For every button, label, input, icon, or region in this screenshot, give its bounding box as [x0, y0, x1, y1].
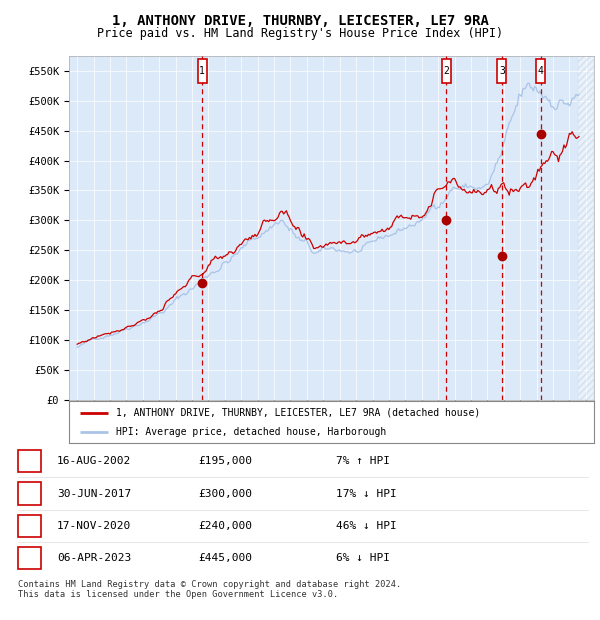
Text: Contains HM Land Registry data © Crown copyright and database right 2024.: Contains HM Land Registry data © Crown c…	[18, 580, 401, 589]
Text: 4: 4	[538, 66, 544, 76]
Text: 7% ↑ HPI: 7% ↑ HPI	[336, 456, 390, 466]
Text: 46% ↓ HPI: 46% ↓ HPI	[336, 521, 397, 531]
Text: 06-APR-2023: 06-APR-2023	[57, 553, 131, 563]
FancyBboxPatch shape	[536, 60, 545, 83]
Text: £195,000: £195,000	[198, 456, 252, 466]
Text: £300,000: £300,000	[198, 489, 252, 498]
Text: 6% ↓ HPI: 6% ↓ HPI	[336, 553, 390, 563]
Text: 16-AUG-2002: 16-AUG-2002	[57, 456, 131, 466]
Text: HPI: Average price, detached house, Harborough: HPI: Average price, detached house, Harb…	[116, 427, 386, 437]
Text: 2: 2	[26, 489, 33, 498]
Text: Price paid vs. HM Land Registry's House Price Index (HPI): Price paid vs. HM Land Registry's House …	[97, 27, 503, 40]
Text: £240,000: £240,000	[198, 521, 252, 531]
Text: 1: 1	[26, 456, 33, 466]
FancyBboxPatch shape	[497, 60, 506, 83]
Text: 4: 4	[26, 553, 33, 563]
FancyBboxPatch shape	[442, 60, 451, 83]
Text: 30-JUN-2017: 30-JUN-2017	[57, 489, 131, 498]
Text: 2: 2	[443, 66, 449, 76]
Text: 1: 1	[199, 66, 205, 76]
Text: 3: 3	[499, 66, 505, 76]
FancyBboxPatch shape	[197, 60, 207, 83]
Text: This data is licensed under the Open Government Licence v3.0.: This data is licensed under the Open Gov…	[18, 590, 338, 600]
Text: 1, ANTHONY DRIVE, THURNBY, LEICESTER, LE7 9RA (detached house): 1, ANTHONY DRIVE, THURNBY, LEICESTER, LE…	[116, 407, 481, 417]
Text: 1, ANTHONY DRIVE, THURNBY, LEICESTER, LE7 9RA: 1, ANTHONY DRIVE, THURNBY, LEICESTER, LE…	[112, 14, 488, 28]
Text: £445,000: £445,000	[198, 553, 252, 563]
Text: 3: 3	[26, 521, 33, 531]
Bar	[578, 56, 594, 400]
Text: 17% ↓ HPI: 17% ↓ HPI	[336, 489, 397, 498]
Text: 17-NOV-2020: 17-NOV-2020	[57, 521, 131, 531]
